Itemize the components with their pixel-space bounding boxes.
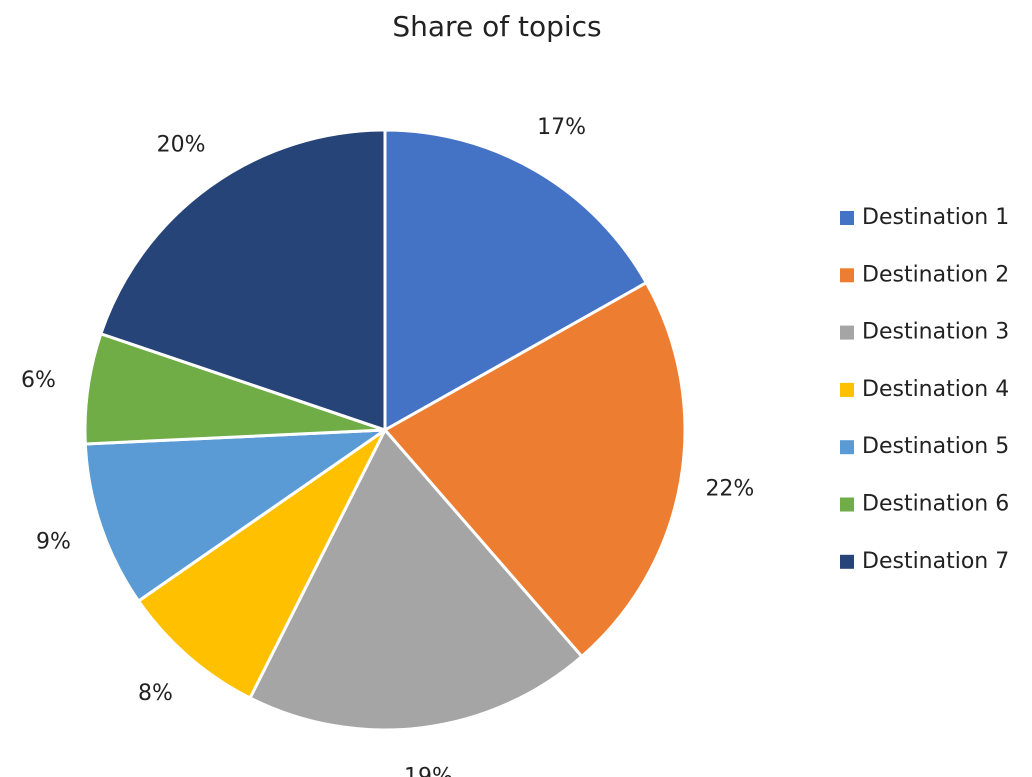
- legend-label: Destination 1: [862, 205, 1009, 230]
- legend-label: Destination 6: [862, 492, 1009, 517]
- legend-label: Destination 5: [862, 434, 1009, 459]
- data-label: 19%: [404, 764, 453, 777]
- data-label: 8%: [138, 681, 173, 706]
- data-label: 17%: [537, 115, 586, 140]
- pie-slice: [83, 428, 391, 604]
- legend-label: Destination 3: [862, 320, 1009, 345]
- chart-title: Share of topics: [392, 10, 601, 43]
- data-label: 9%: [36, 529, 71, 554]
- legend-label: Destination 4: [862, 377, 1009, 402]
- legend-label: Destination 2: [862, 262, 1009, 287]
- pie-slice: [136, 428, 387, 700]
- data-label: 22%: [705, 477, 754, 502]
- legend-swatch: [840, 211, 854, 225]
- legend-swatch: [840, 554, 854, 569]
- legend-swatch: [840, 440, 854, 455]
- legend-swatch: [840, 382, 854, 397]
- legend-swatch: [840, 268, 854, 283]
- pie-slice: [382, 280, 687, 659]
- data-label: 6%: [21, 368, 56, 393]
- legend-swatch: [840, 325, 854, 340]
- legend-label: Destination 7: [862, 549, 1009, 574]
- pie-slice: [383, 128, 649, 433]
- pie-slice: [248, 427, 584, 732]
- pie-slice: [98, 128, 387, 433]
- legend-swatch: [840, 497, 854, 512]
- data-label: 20%: [157, 133, 206, 158]
